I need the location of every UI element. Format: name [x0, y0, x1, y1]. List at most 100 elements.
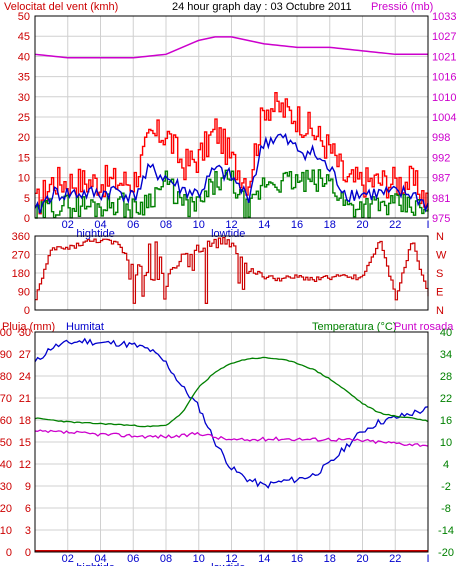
dewpoint-series [34, 429, 429, 448]
humidity-y-tick: 27 [19, 349, 31, 361]
temperature-y-tick: 10 [440, 437, 452, 449]
humidity-y-tick: 21 [19, 393, 31, 405]
wind-speed-title: Velocitat del vent (kmh) [4, 1, 118, 13]
climate-hightide-label: hightide [76, 562, 115, 566]
wind-x-tick: 20 [356, 219, 368, 231]
wind-y-tick: 45 [18, 31, 30, 43]
compass-y-tick: W [436, 250, 447, 262]
pressure-y-tick: 981 [432, 193, 450, 205]
temperature-series [34, 356, 429, 428]
wind-hightide-label: hightide [76, 228, 115, 240]
temperature-y-tick: -2 [441, 481, 451, 493]
chart-marks: 5045403530252015105010331027102110161010… [0, 11, 456, 566]
wind-x-tick: 08 [160, 219, 172, 231]
humidity-y-tick: 24 [19, 371, 31, 383]
climate-x-tick: 16 [291, 553, 303, 565]
humidity-y-tick: 9 [25, 481, 31, 493]
wind-y-tick: 15 [18, 152, 30, 164]
humidity-y-tick: 30 [19, 327, 31, 339]
wind-x-tick: 12 [225, 219, 237, 231]
temperature-y-tick: -20 [438, 547, 454, 559]
temperature-y-tick: 34 [440, 349, 452, 361]
compass-y-tick: E [436, 287, 443, 299]
humidity-series [34, 337, 429, 489]
wind-y-tick: 35 [18, 72, 30, 84]
chart-date-title: 24 hour graph day : 03 Octubre 2011 [172, 1, 352, 13]
climate-x-tick: 04 [94, 553, 106, 565]
climate-x-tick: 06 [127, 553, 139, 565]
humidity-y-tick: 6 [25, 503, 31, 515]
climate-x-tick: 08 [160, 553, 172, 565]
pressure-y-tick: 1010 [432, 92, 456, 104]
humidity-y-tick: 12 [19, 459, 31, 471]
climate-x-tick: 10 [193, 553, 205, 565]
pressure-y-tick: 1033 [432, 11, 456, 23]
wind-y-tick: 10 [18, 173, 30, 185]
pressure-y-tick: 987 [432, 173, 450, 185]
temperature-y-tick: 22 [440, 393, 452, 405]
temperature-y-tick: -14 [438, 525, 454, 537]
temperature-y-tick: -8 [441, 503, 451, 515]
wind-y-tick: 5 [24, 193, 30, 205]
climate-x-tick: 02 [62, 553, 74, 565]
wind-x-tick: 14 [258, 219, 270, 231]
rain-y-tick: 10 [0, 525, 12, 537]
rain-y-tick: 0 [6, 547, 12, 559]
rain-y-tick: 50 [0, 437, 12, 449]
temperature-y-tick: 16 [440, 415, 452, 427]
wind-plot-frame [34, 15, 429, 219]
wind-x-tick: 06 [127, 219, 139, 231]
wind-y-tick: 20 [18, 132, 30, 144]
climate-x-tick: 14 [258, 553, 270, 565]
pressure-y-tick: 1027 [432, 31, 456, 43]
wind-y-tick: 50 [18, 11, 30, 23]
wind-avg-series [34, 132, 429, 214]
temperature-label: Temperatura (°C) [312, 321, 396, 333]
rain-y-tick: 100 [0, 327, 12, 339]
compass-y-tick: S [436, 268, 443, 280]
wind-lowtide-label: lowtide [211, 228, 245, 240]
wind-y-tick: 25 [18, 112, 30, 124]
wind-direction-series [35, 236, 429, 305]
rain-y-tick: 70 [0, 393, 12, 405]
humidity-y-tick: 18 [19, 415, 31, 427]
rain-y-tick: 90 [0, 349, 12, 361]
rain-y-tick: 60 [0, 415, 12, 427]
wind-x-tick: 18 [324, 219, 336, 231]
wind-x-tick: 04 [94, 219, 106, 231]
rain-y-tick: 20 [0, 503, 12, 515]
pressure-y-tick: 1016 [432, 72, 456, 84]
humidity-label: Humitat [66, 321, 104, 333]
wind-x-tick: 10 [193, 219, 205, 231]
climate-x-tick: 22 [389, 553, 401, 565]
temperature-y-tick: 4 [443, 459, 449, 471]
rain-y-tick: 30 [0, 481, 12, 493]
rain-y-tick: 80 [0, 371, 12, 383]
temperature-y-tick: 28 [440, 371, 452, 383]
direction-y-tick: 0 [24, 305, 30, 317]
dewpoint-label: Punt rosada [394, 321, 454, 333]
humidity-y-tick: 3 [25, 525, 31, 537]
wind-x-tick: I [426, 219, 429, 231]
pressure-title: Pressió (mb) [371, 1, 433, 13]
climate-x-tick: 20 [356, 553, 368, 565]
pressure-y-tick: 1021 [432, 51, 456, 63]
wind-x-tick: 02 [62, 219, 74, 231]
climate-x-tick: 18 [324, 553, 336, 565]
wind-x-tick: 22 [389, 219, 401, 231]
pressure-series [34, 36, 428, 59]
humidity-y-tick: 0 [25, 547, 31, 559]
rain-y-tick: 40 [0, 459, 12, 471]
humidity-y-tick: 15 [19, 437, 31, 449]
pressure-y-tick: 1004 [432, 112, 456, 124]
temperature-y-tick: 40 [440, 327, 452, 339]
wind-y-tick: 40 [18, 51, 30, 63]
direction-y-tick: 270 [12, 250, 30, 262]
pressure-y-tick: 992 [432, 152, 450, 164]
direction-y-tick: 180 [12, 268, 30, 280]
climate-lowtide-label: lowtide [211, 562, 245, 566]
wind-y-tick: 30 [18, 92, 30, 104]
pressure-y-tick: 975 [432, 213, 450, 225]
